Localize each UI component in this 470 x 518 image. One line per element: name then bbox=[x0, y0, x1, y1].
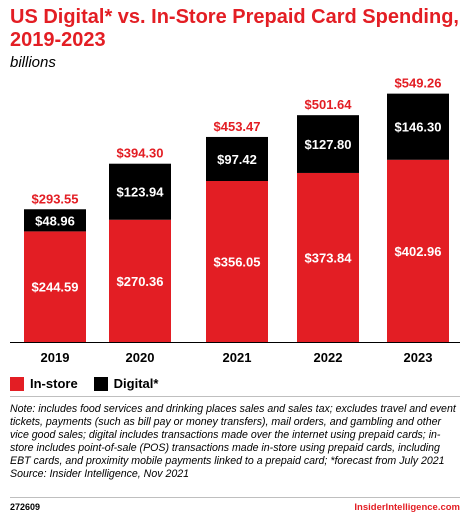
label-total-2020: $394.30 bbox=[117, 146, 164, 161]
x-tick-2020: 2020 bbox=[126, 350, 155, 365]
legend-swatch-in-store bbox=[10, 376, 24, 391]
bar-in-store-2019 bbox=[24, 231, 86, 342]
x-tick-2019: 2019 bbox=[41, 350, 70, 365]
label-in-store-2022: $373.84 bbox=[305, 250, 353, 265]
bar-digital-2021 bbox=[206, 136, 268, 182]
label-in-store-2020: $270.36 bbox=[117, 274, 164, 289]
label-digital-2020: $123.94 bbox=[117, 185, 165, 200]
x-tick-2021: 2021 bbox=[223, 350, 252, 365]
brand-link[interactable]: InsiderIntelligence.com bbox=[354, 502, 460, 513]
bar-digital-2020 bbox=[109, 163, 171, 220]
legend-swatch-digital bbox=[93, 376, 108, 391]
footer-divider bbox=[10, 497, 460, 498]
x-tick-2023: 2023 bbox=[404, 350, 433, 365]
label-digital-2023: $146.30 bbox=[395, 120, 442, 135]
legend-item-digital: Digital* bbox=[93, 376, 159, 391]
label-total-2023: $549.26 bbox=[395, 76, 442, 91]
bar-digital-2023 bbox=[387, 93, 449, 160]
bar-digital-2022 bbox=[297, 115, 359, 173]
label-digital-2022: $127.80 bbox=[305, 137, 352, 152]
note-text: Note: includes food services and drinkin… bbox=[10, 403, 456, 468]
legend-divider bbox=[10, 396, 460, 397]
label-digital-2021: $97.42 bbox=[217, 152, 257, 167]
stacked-bar-chart: $244.59 $48.96 $293.55 2019 $270.36 $123.94 $3… bbox=[10, 76, 460, 365]
label-in-store-2021: $356.05 bbox=[214, 255, 261, 270]
label-in-store-2023: $402.96 bbox=[395, 244, 442, 259]
bar-digital-2019 bbox=[24, 209, 86, 232]
legend-label-in-store: In-store bbox=[30, 376, 78, 391]
legend-label-digital: Digital* bbox=[113, 376, 159, 391]
label-in-store-2019: $244.59 bbox=[32, 280, 79, 295]
bar-in-store-2023 bbox=[387, 159, 449, 342]
chart-notes: Note: includes food services and drinkin… bbox=[10, 403, 460, 482]
bar-in-store-2020 bbox=[109, 219, 171, 342]
label-total-2019: $293.55 bbox=[32, 191, 79, 206]
label-total-2022: $501.64 bbox=[305, 97, 353, 112]
source-text: Source: Insider Intelligence, Nov 2021 bbox=[10, 468, 190, 481]
bar-in-store-2021 bbox=[206, 181, 268, 342]
bar-in-store-2022 bbox=[297, 172, 359, 342]
label-total-2021: $453.47 bbox=[214, 119, 261, 134]
legend-item-in-store: In-store bbox=[10, 376, 78, 391]
chart-id: 272609 bbox=[10, 502, 41, 512]
chart-subtitle: billions bbox=[10, 54, 56, 71]
legend: In-store Digital* bbox=[10, 376, 158, 391]
x-tick-2022: 2022 bbox=[314, 350, 343, 365]
chart-title: US Digital* vs. In-Store Prepaid Card Sp… bbox=[10, 6, 459, 51]
label-digital-2019: $48.96 bbox=[35, 213, 75, 228]
